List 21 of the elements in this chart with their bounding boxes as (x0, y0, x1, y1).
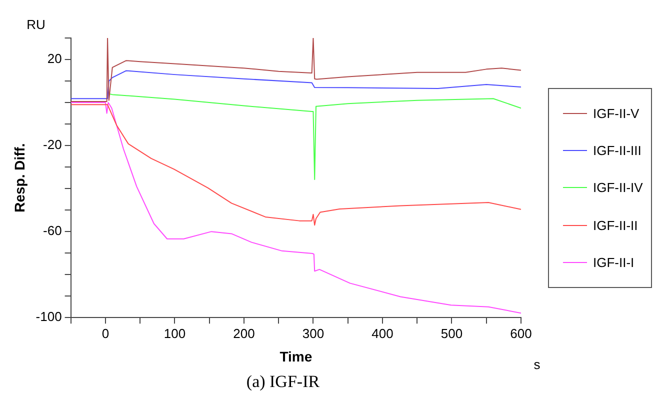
legend-label: IGF-II-IV (593, 180, 643, 196)
text: (a) IGF-IR (245, 372, 321, 392)
x-tick-label: 200 (233, 326, 255, 341)
y-tick-label: -20 (43, 137, 62, 152)
y-tick-label: -100 (36, 309, 62, 324)
x-tick-label: 500 (440, 326, 463, 341)
legend-label: IGF-II-III (593, 143, 642, 158)
legend-label: IGF-II-I (593, 254, 634, 270)
x-tick-label: 600 (510, 326, 532, 341)
text: s (534, 357, 541, 372)
text: RU (26, 17, 46, 32)
legend-label: IGF-II-II (593, 218, 638, 233)
x-tick-label: 300 (302, 326, 324, 341)
x-tick-label: 0 (102, 326, 110, 341)
y-tick-label: -60 (43, 223, 62, 238)
x-axis-title: Time (280, 348, 312, 364)
y-axis-title: Resp. Diff. (11, 143, 28, 212)
x-tick-label: 100 (164, 326, 186, 341)
y-tick-label: 20 (47, 51, 62, 66)
x-tick-label: 400 (372, 326, 394, 341)
legend-label: IGF-II-V (593, 106, 640, 122)
